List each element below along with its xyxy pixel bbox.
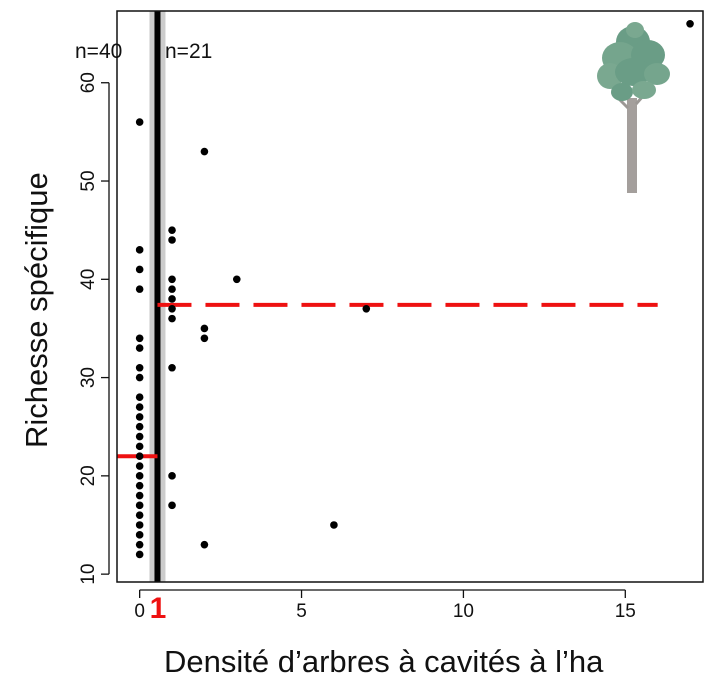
data-point xyxy=(135,491,144,500)
data-point xyxy=(135,413,144,421)
data-point xyxy=(168,285,176,293)
data-point xyxy=(135,393,144,402)
plot-frame xyxy=(116,10,704,583)
data-point xyxy=(135,246,144,254)
data-point xyxy=(135,285,144,293)
data-point xyxy=(135,452,144,461)
data-point xyxy=(168,472,176,480)
data-point xyxy=(135,531,144,539)
data-point xyxy=(232,275,241,284)
y-tick-label: 50 xyxy=(78,170,99,191)
data-point xyxy=(362,304,371,313)
group-count-right: n=21 xyxy=(165,40,212,63)
data-point xyxy=(200,147,209,156)
data-point xyxy=(135,550,144,559)
data-point xyxy=(168,226,176,234)
y-tick-label: 60 xyxy=(78,72,99,93)
x-tick-label: 15 xyxy=(615,601,636,622)
points-layer xyxy=(135,19,694,559)
x-axis: 0 5 10 15 xyxy=(134,589,636,622)
y-tick-label: 30 xyxy=(78,367,99,388)
data-point xyxy=(135,334,144,343)
y-axis-title: Richesse spécifique xyxy=(19,172,54,448)
data-point xyxy=(135,344,144,352)
data-point xyxy=(168,363,176,372)
data-point xyxy=(168,295,176,303)
group-count-left: n=40 xyxy=(75,40,122,63)
data-point xyxy=(135,422,144,431)
data-point xyxy=(168,275,176,284)
x-tick-label: 10 xyxy=(453,601,474,622)
data-point xyxy=(168,304,176,313)
data-point xyxy=(135,118,144,126)
tree-icon xyxy=(597,22,670,193)
data-point xyxy=(135,265,144,274)
data-point xyxy=(135,432,144,441)
data-point xyxy=(135,442,144,451)
data-point xyxy=(135,521,144,529)
data-point xyxy=(135,511,144,519)
data-point xyxy=(168,314,176,323)
data-point xyxy=(135,373,144,382)
data-point xyxy=(200,540,209,549)
data-point xyxy=(135,462,144,470)
data-point xyxy=(200,324,209,333)
group-mean-layer xyxy=(117,302,658,459)
data-point xyxy=(135,501,144,510)
data-point xyxy=(686,19,694,28)
y-tick-label: 10 xyxy=(78,564,99,585)
x-tick-label: 0 xyxy=(134,601,145,622)
data-point xyxy=(330,521,338,529)
data-point xyxy=(135,481,144,490)
x-axis-title: Densité d’arbres à cavités à l’ha xyxy=(164,644,604,679)
data-point xyxy=(135,540,144,549)
y-tick-label: 40 xyxy=(78,269,99,290)
threshold-label: 1 xyxy=(150,592,167,625)
data-point xyxy=(168,501,176,510)
data-point xyxy=(135,363,144,372)
x-tick-label: 5 xyxy=(296,601,307,622)
data-point xyxy=(135,403,144,411)
y-tick-label: 20 xyxy=(78,465,99,486)
threshold-layer xyxy=(149,11,166,582)
y-axis: 10 20 30 40 50 60 xyxy=(78,72,110,585)
data-point xyxy=(135,472,144,480)
data-point xyxy=(200,334,209,343)
data-point xyxy=(168,236,176,244)
